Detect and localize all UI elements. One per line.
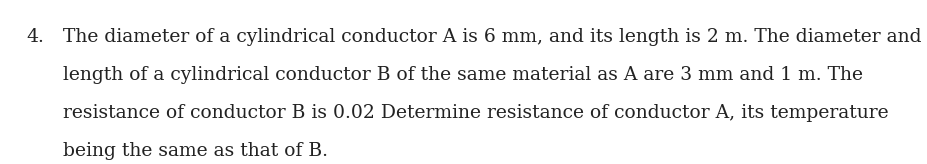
Text: 4.: 4. xyxy=(26,28,44,46)
Text: length of a cylindrical conductor B of the same material as A are 3 mm and 1 m. : length of a cylindrical conductor B of t… xyxy=(63,66,862,84)
Text: resistance of conductor B is 0.02 Determine resistance of conductor A, its tempe: resistance of conductor B is 0.02 Determ… xyxy=(63,104,888,122)
Text: The diameter of a cylindrical conductor A is 6 mm, and its length is 2 m. The di: The diameter of a cylindrical conductor … xyxy=(63,28,921,46)
Text: being the same as that of B.: being the same as that of B. xyxy=(63,142,328,160)
